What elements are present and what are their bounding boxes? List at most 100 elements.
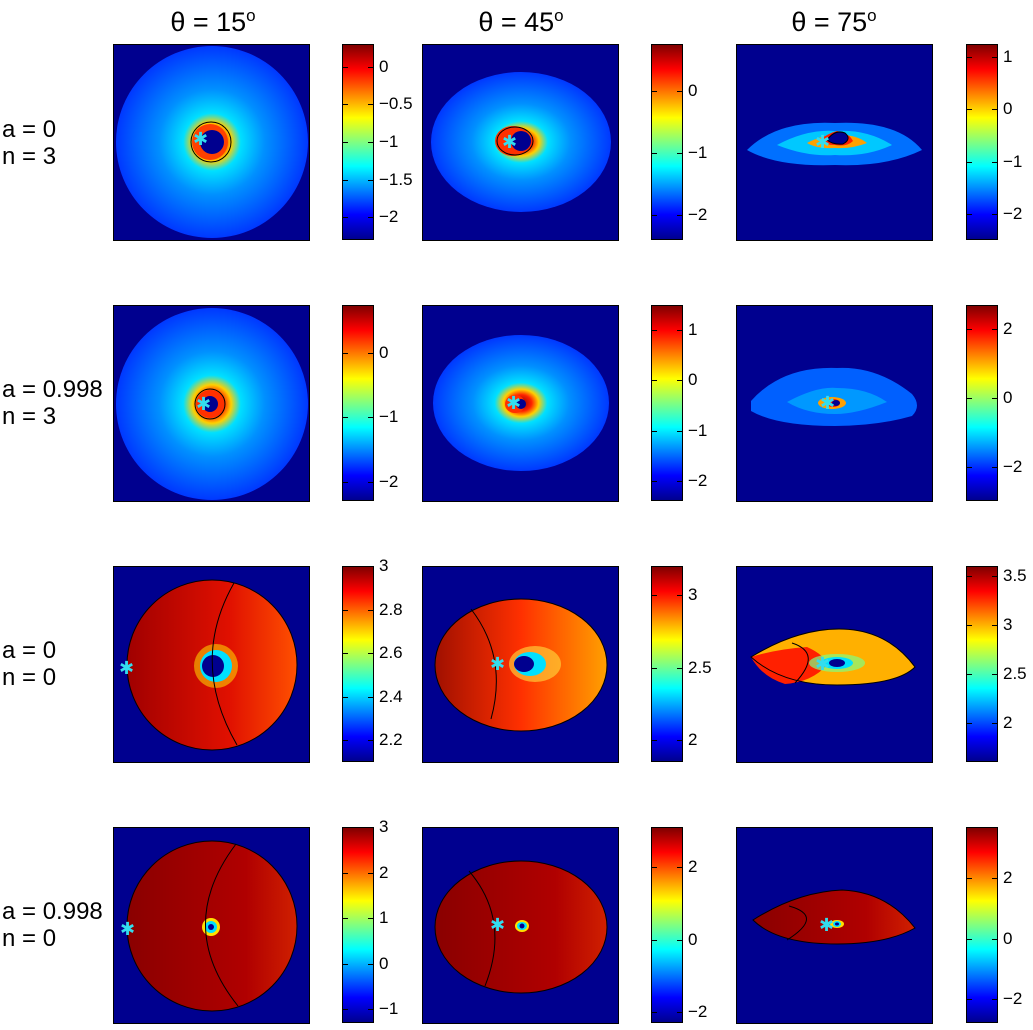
colorbar xyxy=(651,305,683,501)
colorbar-tick-mark xyxy=(992,878,998,880)
row-label-a: a = 0.998 xyxy=(2,376,103,403)
colorbar-tick-label: 3 xyxy=(1003,614,1013,634)
column-title-text: θ = 75 xyxy=(791,7,868,37)
colorbar-tick-label: 0 xyxy=(688,80,698,100)
colorbar xyxy=(342,566,374,762)
row-label-a: a = 0 xyxy=(2,637,57,664)
colorbar-tick-label: 2.5 xyxy=(688,657,712,677)
colorbar-tick-mark xyxy=(992,998,998,1000)
colorbar-tick-mark xyxy=(342,918,348,920)
colorbar-tick-mark xyxy=(966,213,972,215)
panel-r4-c3: ✱ xyxy=(736,827,933,1024)
colorbar-tick-label: −2 xyxy=(1003,456,1023,476)
colorbar-tick-mark xyxy=(966,938,972,940)
colorbar-tick-mark xyxy=(966,878,972,880)
panel-r1-c2: ✱ xyxy=(422,44,619,241)
colorbar-tick-label: 2 xyxy=(688,730,698,750)
degree-symbol: o xyxy=(554,6,564,25)
colorbar-tick-mark xyxy=(342,696,348,698)
colorbar-tick-mark xyxy=(368,963,374,965)
colorbar-tick-mark xyxy=(368,353,374,355)
colorbar-tick-mark xyxy=(651,866,657,868)
colorbar-tick-label: −1 xyxy=(1003,151,1023,171)
colorbar-tick-mark xyxy=(966,329,972,331)
colorbar-tick-label: −1.5 xyxy=(379,169,413,189)
panel-r2-c3: ✱ xyxy=(736,305,933,502)
colorbar xyxy=(966,305,998,501)
panel-r3-c2: ✱ xyxy=(422,566,619,763)
colorbar-tick-label: 2 xyxy=(1003,868,1013,888)
colorbar-tick-mark xyxy=(342,481,348,483)
row-label-2: a = 0.998 n = 3 xyxy=(2,376,103,430)
colorbar-tick-mark xyxy=(368,827,374,828)
colorbar xyxy=(342,827,374,1023)
colorbar-tick-mark xyxy=(651,480,657,482)
row-label-1: a = 0 n = 3 xyxy=(2,116,56,170)
colorbar-tick-mark xyxy=(651,740,657,742)
colorbar-tick-mark xyxy=(677,380,683,382)
colorbar-tick-mark xyxy=(368,66,374,68)
colorbar-tick-label: 3 xyxy=(379,556,389,575)
row-label-3: a = 0 n = 0 xyxy=(2,637,56,691)
column-title-text: θ = 45 xyxy=(478,7,555,37)
colorbar-tick-label: −0.5 xyxy=(379,94,413,114)
colorbar-tick-label: 3 xyxy=(379,817,389,836)
panel-r4-c2: ✱ xyxy=(422,827,619,1024)
colorbar-tick-mark xyxy=(992,624,998,626)
colorbar-tick-label: 2.4 xyxy=(379,686,403,706)
colorbar-tick-mark xyxy=(651,330,657,332)
colorbar-tick-label: 2.6 xyxy=(379,643,403,663)
colorbar-tick-label: 1 xyxy=(688,320,698,340)
colorbar xyxy=(651,566,683,762)
colorbar-tick-mark xyxy=(677,152,683,154)
colorbar-tick-mark xyxy=(677,595,683,597)
row-label-n: n = 3 xyxy=(2,143,57,170)
colorbar-tick-mark xyxy=(342,353,348,355)
colorbar-tick-mark xyxy=(992,397,998,399)
colorbar-tick-mark xyxy=(342,609,348,611)
colorbar-tick-mark xyxy=(651,939,657,941)
colorbar-tick-mark xyxy=(342,66,348,68)
colorbar-tick-mark xyxy=(992,673,998,675)
colorbar-tick-mark xyxy=(368,740,374,742)
panel-r1-c1: ✱ xyxy=(113,44,310,241)
column-title-75: θ = 75o xyxy=(724,6,944,38)
row-label-a: a = 0.998 xyxy=(2,898,103,925)
colorbar-tick-label: 2 xyxy=(688,856,698,876)
observer-marker: ✱ xyxy=(815,132,831,152)
colorbar-tick-label: −2 xyxy=(688,1002,708,1022)
colorbar-tick-label: −2 xyxy=(688,205,708,225)
colorbar-tick-mark xyxy=(966,466,972,468)
panel-r1-c3: ✱ xyxy=(736,44,933,241)
colorbar-tick-mark xyxy=(342,417,348,419)
colorbar-tick-mark xyxy=(342,653,348,655)
colorbar-tick-label: 0 xyxy=(379,953,389,973)
colorbar-tick-mark xyxy=(368,918,374,920)
colorbar-tick-mark xyxy=(966,998,972,1000)
colorbar-tick-mark xyxy=(992,329,998,331)
observer-marker: ✱ xyxy=(820,393,836,413)
colorbar-tick-mark xyxy=(651,595,657,597)
colorbar-tick-mark xyxy=(992,57,998,59)
colorbar xyxy=(966,566,998,762)
colorbar-tick-mark xyxy=(677,667,683,669)
colorbar-tick-mark xyxy=(342,142,348,143)
colorbar-tick-mark xyxy=(342,179,348,181)
colorbar-tick-label: 0 xyxy=(1003,99,1013,119)
degree-symbol: o xyxy=(246,6,256,25)
colorbar-tick-mark xyxy=(342,104,348,106)
colorbar-tick-mark xyxy=(992,161,998,163)
colorbar-tick-mark xyxy=(368,217,374,219)
colorbar-tick-mark xyxy=(342,872,348,874)
colorbar xyxy=(651,44,683,240)
colorbar-tick-mark xyxy=(368,142,374,143)
colorbar-tick-mark xyxy=(368,609,374,611)
colorbar-tick-label: 3 xyxy=(688,585,698,605)
colorbar-tick-mark xyxy=(677,480,683,482)
colorbar-tick-mark xyxy=(677,330,683,332)
panel-r2-c1: ✱ xyxy=(113,305,310,502)
colorbar-tick-label: −1 xyxy=(379,999,399,1019)
colorbar-tick-label: 0 xyxy=(379,56,389,76)
column-title-text: θ = 15 xyxy=(170,7,247,37)
observer-marker: ✱ xyxy=(506,393,522,413)
